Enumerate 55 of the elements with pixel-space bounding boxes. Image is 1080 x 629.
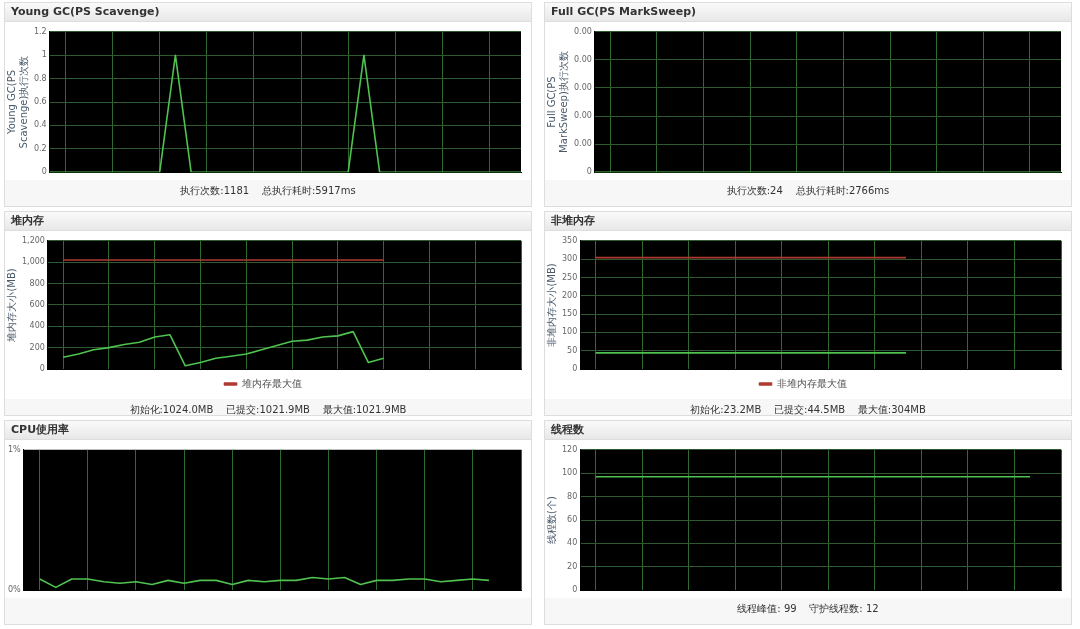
chart-title: Young GC(PS Scavenge) (5, 3, 531, 22)
legend-label: 非堆内存最大值 (776, 377, 847, 389)
y-tick-label: 200 (29, 342, 45, 352)
y-axis-title: Full GC(PS MarkSweep)执行次数 (545, 51, 569, 153)
y-tick-label: 0.00 (574, 54, 592, 64)
text: 初始化:1024.0MB 已提交:1021.9MB 最大值:1021.9MB (128, 403, 408, 417)
y-tick-label: 350 (561, 235, 578, 245)
y-axis-title: 非堆内存大小(MB) (545, 263, 557, 347)
chart-title: 堆内存 (5, 212, 531, 231)
y-tick-label: 1% (7, 444, 22, 454)
y-tick-label: 0.00 (574, 111, 592, 121)
y-tick-label: 0.2 (33, 143, 47, 153)
y-tick-label: 250 (561, 272, 578, 282)
y-tick-label: 0.00 (574, 83, 592, 93)
text: 初始化:23.2MB 已提交:44.5MB 最大值:304MB (689, 403, 927, 417)
y-tick-label: 0 (39, 364, 45, 374)
y-axis-title: 堆内存大小(MB) (5, 268, 17, 343)
y-tick-label: 120 (561, 444, 578, 454)
y-tick-label: 1,200 (22, 235, 45, 245)
chart-title: CPU使用率 (5, 421, 531, 440)
y-tick-label: 800 (29, 278, 45, 288)
y-tick-label: 0 (572, 364, 578, 374)
text: 线程峰值: 99 守护线程数: 12 (736, 602, 880, 616)
chart-title: Full GC(PS MarkSweep) (545, 3, 1071, 22)
y-tick-label: 1,000 (22, 257, 45, 267)
y-tick-label: 600 (29, 299, 45, 309)
text: 执行次数:24 总执行耗时:2766ms (725, 184, 891, 198)
y-tick-label: 0 (572, 585, 578, 595)
y-tick-label: 100 (561, 327, 578, 337)
chart-title: 线程数 (545, 421, 1071, 440)
y-tick-label: 0% (7, 585, 22, 595)
y-tick-label: 0.4 (33, 120, 47, 130)
y-tick-label: 150 (561, 309, 578, 319)
y-tick-label: 200 (561, 290, 578, 300)
chart-title: 非堆内存 (545, 212, 1071, 231)
text: 执行次数:1181 总执行耗时:5917ms (179, 184, 357, 198)
y-tick-label: 50 (567, 345, 578, 355)
y-tick-label: 0.8 (33, 73, 47, 83)
y-tick-label: 20 (567, 561, 578, 571)
y-tick-label: 0.00 (574, 139, 592, 149)
y-tick-label: 80 (567, 491, 578, 501)
y-tick-label: 400 (29, 321, 45, 331)
y-tick-label: 300 (561, 254, 578, 264)
y-tick-label: 1 (41, 50, 47, 60)
y-tick-label: 40 (567, 538, 578, 548)
y-tick-label: 0 (41, 167, 47, 177)
legend-label: 堆内存最大值 (240, 377, 302, 389)
y-tick-label: 1.2 (33, 26, 47, 36)
y-tick-label: 0 (586, 167, 592, 177)
y-axis-title: 线程数(个) (545, 496, 557, 544)
y-tick-label: 100 (561, 468, 578, 478)
y-tick-label: 0.6 (33, 97, 47, 107)
y-tick-label: 0.00 (574, 26, 592, 36)
y-axis-title: Young GC(PS Scavenge)执行次数 (5, 55, 29, 149)
y-tick-label: 60 (567, 515, 578, 525)
